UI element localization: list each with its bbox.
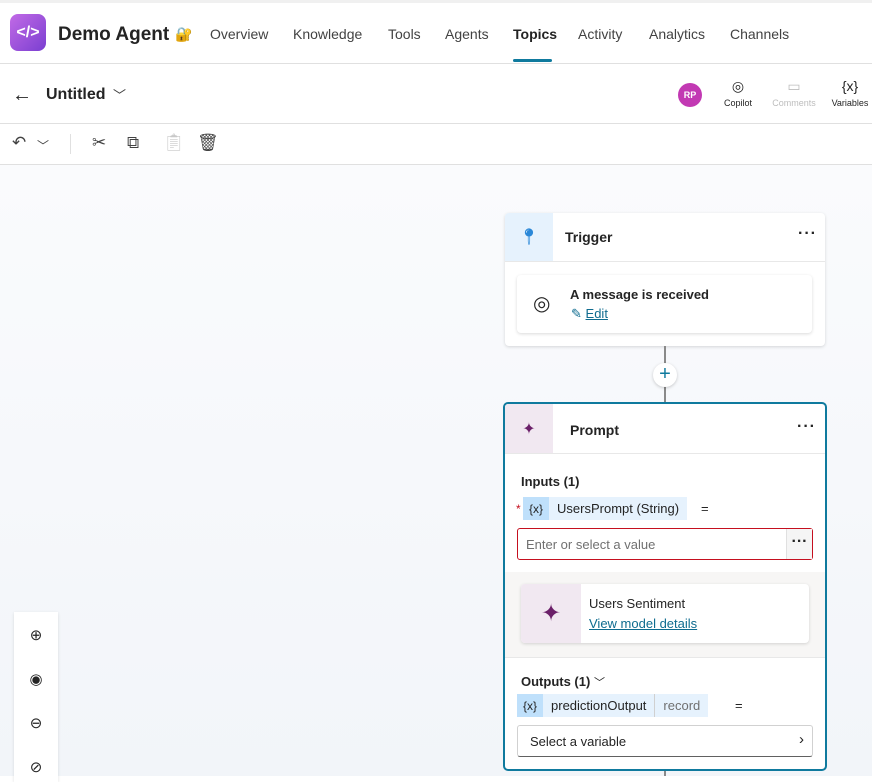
agent-logo-icon: </>	[10, 14, 46, 51]
comments-button[interactable]: ▭ Comments	[769, 78, 819, 108]
more-options-icon[interactable]: ···	[798, 225, 817, 242]
output-variable-name: predictionOutput	[543, 694, 655, 717]
input-placeholder: Enter or select a value	[526, 537, 656, 552]
copy-icon[interactable]: ⧉	[127, 133, 140, 152]
avatar[interactable]: RP	[678, 83, 702, 107]
divider	[70, 134, 71, 154]
comment-icon: ▭	[787, 78, 801, 94]
add-node-button[interactable]: +	[653, 363, 677, 387]
copilot-icon: ◎	[731, 78, 745, 94]
active-tab-indicator	[513, 59, 552, 62]
tab-analytics[interactable]: Analytics	[649, 26, 706, 42]
input-variable-chip: {x} UsersPrompt (String)	[523, 497, 688, 520]
variables-label: Variables	[831, 98, 869, 108]
undo-chevron-icon[interactable]: ﹀	[37, 139, 50, 153]
trigger-event: A message is received	[570, 287, 709, 302]
minimap-toggle-icon[interactable]: ⊘	[29, 759, 43, 776]
required-marker: *	[516, 502, 521, 516]
trigger-condition[interactable]: ◎ A message is received ✎ Edit	[517, 275, 812, 333]
variable-icon: {x}	[523, 497, 550, 520]
pencil-icon: ✎	[571, 306, 582, 321]
chevron-down-icon: ﹀	[593, 677, 605, 689]
select-variable-dropdown[interactable]: Select a variable ›	[517, 725, 813, 757]
delete-icon[interactable]: 🗑︎	[197, 133, 219, 152]
model-name: Users Sentiment	[589, 596, 686, 611]
zoom-out-icon[interactable]: ⊖	[29, 715, 43, 732]
output-variable-chip: {x} predictionOutput record	[517, 694, 709, 717]
prompt-node[interactable]: ✦ Prompt ··· Inputs (1) * {x} UsersPrompt…	[503, 402, 827, 771]
variables-button[interactable]: {x} Variables	[825, 78, 872, 108]
variable-icon: {x}	[517, 694, 544, 717]
outputs-label[interactable]: Outputs (1) ﹀	[521, 674, 605, 690]
trigger-node[interactable]: 📍︎ Trigger ··· ◎ A message is received ✎…	[505, 213, 825, 346]
model-section: ✦ Users Sentiment View model details	[505, 572, 825, 658]
back-arrow-icon[interactable]: ←	[12, 84, 32, 106]
divider	[505, 453, 825, 454]
undo-icon[interactable]: ↶	[12, 133, 27, 152]
tab-agents[interactable]: Agents	[445, 26, 489, 42]
view-model-details-link[interactable]: View model details	[589, 616, 698, 631]
prompt-title: Prompt	[570, 422, 619, 438]
inputs-label: Inputs (1)	[521, 474, 580, 489]
more-options-icon[interactable]: ···	[797, 418, 816, 435]
input-value-field[interactable]: Enter or select a value ···	[517, 528, 813, 560]
trigger-icon: 📍︎	[505, 213, 553, 261]
prompt-model-icon: ✦	[521, 584, 581, 643]
select-placeholder: Select a variable	[530, 734, 627, 749]
input-variable-name: UsersPrompt (String)	[549, 497, 688, 520]
tab-tools[interactable]: Tools	[388, 26, 421, 42]
variables-icon: {x}	[841, 78, 859, 94]
output-variable-type: record	[654, 694, 709, 717]
copilot-button[interactable]: ◎ Copilot	[713, 78, 763, 108]
agent-name: Demo Agent	[58, 24, 170, 45]
zoom-in-icon[interactable]: ⊕	[29, 627, 43, 644]
equals-sign: =	[735, 698, 743, 713]
tab-overview[interactable]: Overview	[210, 26, 269, 42]
divider	[505, 261, 825, 262]
topic-title[interactable]: Untitled	[46, 86, 106, 103]
prompt-icon: ✦	[505, 404, 553, 453]
equals-sign: =	[701, 501, 709, 516]
trigger-title: Trigger	[565, 229, 613, 245]
lock-key-icon[interactable]: 🔐	[175, 26, 193, 42]
topic-header	[0, 64, 872, 124]
edit-toolbar	[0, 124, 872, 165]
cut-icon[interactable]: ✂	[92, 133, 107, 152]
paste-icon[interactable]: 📋︎	[163, 133, 185, 152]
edit-link[interactable]: ✎ Edit	[571, 306, 608, 322]
top-nav	[0, 0, 872, 64]
tab-channels[interactable]: Channels	[730, 26, 790, 42]
tab-knowledge[interactable]: Knowledge	[293, 26, 363, 42]
comments-label: Comments	[772, 98, 816, 108]
tab-activity[interactable]: Activity	[578, 26, 623, 42]
zoom-controls: ⊕ ◉ ⊖ ⊘	[14, 612, 58, 782]
chevron-right-icon: ›	[799, 731, 804, 748]
more-options-button[interactable]: ···	[786, 529, 812, 559]
connector-line	[664, 770, 666, 776]
tab-topics[interactable]: Topics	[513, 26, 558, 42]
edit-label: Edit	[585, 306, 608, 321]
outputs-label-text: Outputs (1)	[521, 674, 591, 689]
chevron-down-icon[interactable]: ﹀	[113, 88, 127, 103]
target-icon: ◎	[533, 293, 551, 315]
copilot-label: Copilot	[723, 98, 752, 108]
recenter-icon[interactable]: ◉	[29, 671, 43, 688]
model-card[interactable]: ✦ Users Sentiment View model details	[521, 584, 809, 643]
